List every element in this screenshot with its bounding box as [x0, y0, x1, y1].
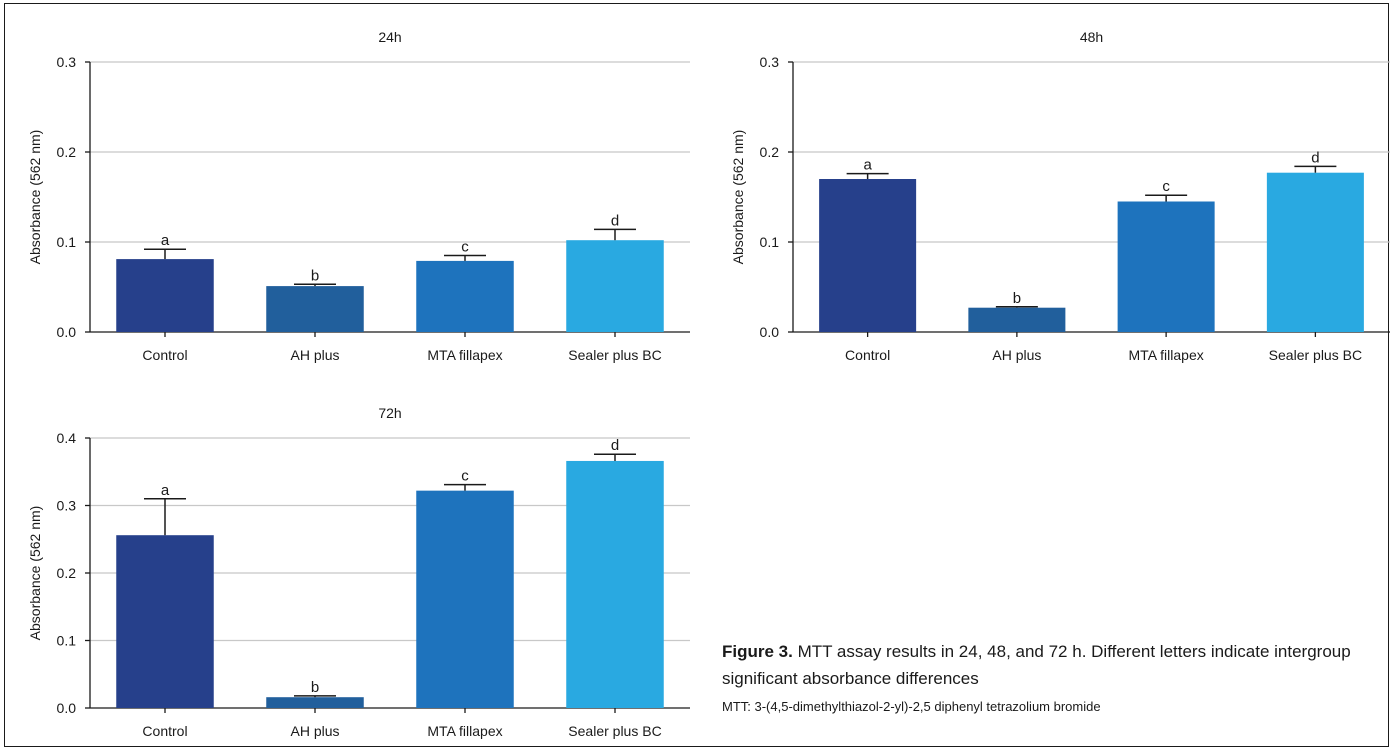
significance-letter: b: [311, 679, 319, 696]
bar-ah-plus: [266, 697, 364, 708]
y-tick-label: 0.0: [57, 324, 77, 340]
chart-panel-48h: 0.0 0.1 0.2 0.3 48h Absorbance (562 nm) a Contr…: [730, 29, 1390, 363]
x-tick-label: Sealer plus BC: [1269, 347, 1362, 363]
x-tick-label: Control: [142, 347, 187, 363]
caption-text: MTT assay results in 24, 48, and 72 h. D…: [722, 642, 1351, 688]
bar-mta-fillapex: [1117, 201, 1215, 332]
significance-letter: a: [863, 157, 872, 174]
significance-letter: c: [1162, 178, 1170, 195]
x-tick-label: MTA fillapex: [1129, 347, 1204, 363]
x-tick-label: Sealer plus BC: [568, 723, 661, 739]
significance-letter: a: [161, 232, 170, 249]
chart-title: 24h: [378, 29, 401, 45]
significance-letter: c: [461, 468, 469, 485]
chart-panel-24h: 0.0 0.1 0.2 0.3 24h Absorbance (562 nm) a Contr…: [27, 29, 690, 363]
bar-sealer-plus-bc: [1266, 172, 1364, 332]
significance-letter: d: [611, 212, 619, 229]
x-tick-label: AH plus: [290, 723, 339, 739]
y-tick-label: 0.2: [760, 144, 780, 160]
significance-letter: d: [1311, 149, 1319, 166]
figure-caption: Figure 3. MTT assay results in 24, 48, a…: [722, 638, 1382, 717]
caption-label: Figure 3.: [722, 642, 793, 661]
y-tick-label: 0.0: [57, 700, 77, 716]
caption-main: Figure 3. MTT assay results in 24, 48, a…: [722, 638, 1382, 692]
bar-mta-fillapex: [416, 490, 514, 708]
chart-title: 48h: [1080, 29, 1103, 45]
y-axis-label: Absorbance (562 nm): [27, 130, 43, 265]
y-axis-label: Absorbance (562 nm): [730, 130, 746, 265]
y-axis-label: Absorbance (562 nm): [27, 506, 43, 641]
y-tick-label: 0.3: [57, 498, 77, 514]
figure-frame: [4, 3, 1389, 747]
y-tick-label: 0.4: [57, 430, 77, 446]
y-tick-label: 0.3: [57, 54, 77, 70]
chart-panel-72h: 0.0 0.1 0.2 0.3 0.4 72h Absorbance (562 nm) a Co…: [27, 405, 690, 739]
y-tick-label: 0.1: [57, 234, 77, 250]
bar-sealer-plus-bc: [566, 240, 664, 332]
significance-letter: d: [611, 437, 619, 454]
bar-control: [819, 179, 917, 332]
x-tick-label: MTA fillapex: [427, 347, 502, 363]
bar-sealer-plus-bc: [566, 460, 664, 708]
x-tick-label: AH plus: [992, 347, 1041, 363]
chart-title: 72h: [378, 405, 401, 421]
bar-control: [116, 535, 214, 708]
bar-mta-fillapex: [416, 260, 514, 332]
caption-note: MTT: 3-(4,5-dimethylthiazol-2-yl)-2,5 di…: [722, 699, 1101, 714]
x-tick-label: Control: [142, 723, 187, 739]
bar-control: [116, 259, 214, 332]
y-tick-label: 0.0: [760, 324, 780, 340]
x-tick-label: MTA fillapex: [427, 723, 502, 739]
x-tick-label: Control: [845, 347, 890, 363]
bar-ah-plus: [968, 307, 1066, 332]
y-tick-label: 0.1: [760, 234, 780, 250]
y-tick-label: 0.1: [57, 633, 77, 649]
significance-letter: a: [161, 482, 170, 499]
y-tick-label: 0.3: [760, 54, 780, 70]
significance-letter: b: [311, 267, 319, 284]
significance-letter: c: [461, 239, 469, 256]
y-tick-label: 0.2: [57, 144, 77, 160]
bar-ah-plus: [266, 286, 364, 332]
significance-letter: b: [1013, 290, 1021, 307]
x-tick-label: AH plus: [290, 347, 339, 363]
x-tick-label: Sealer plus BC: [568, 347, 661, 363]
y-tick-label: 0.2: [57, 565, 77, 581]
